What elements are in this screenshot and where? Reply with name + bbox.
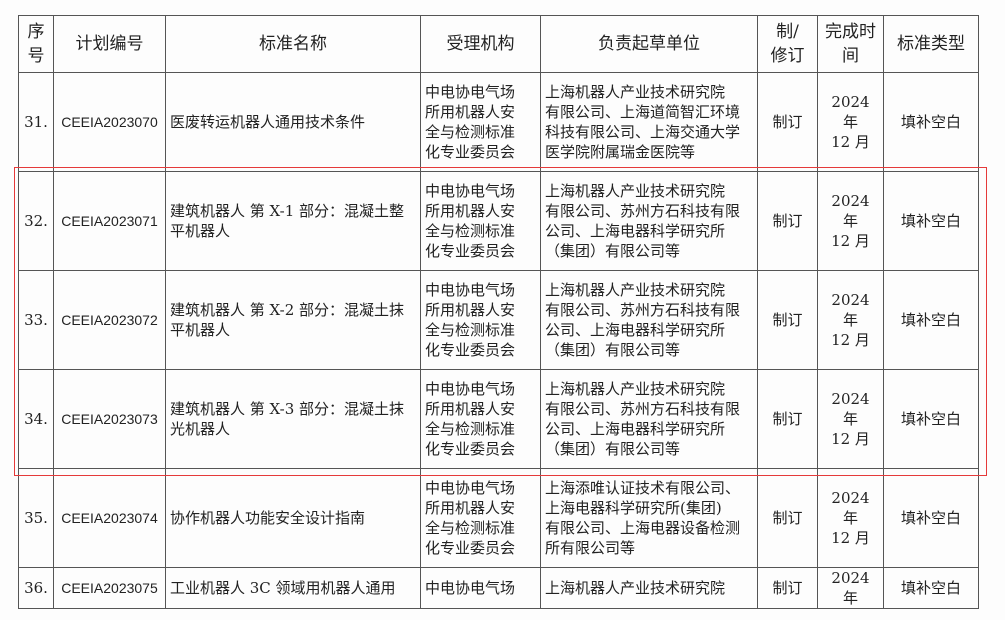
standard-category: 填补空白 bbox=[883, 171, 979, 271]
header-name: 标准名称 bbox=[165, 15, 421, 73]
plan-code: CEEIA2023070 bbox=[53, 72, 166, 172]
revision-type: 制订 bbox=[757, 468, 818, 568]
completion-time: 2024 年 12 月 bbox=[817, 270, 884, 370]
accepting-org: 中电协电气场 所用机器人安 全与检测标准 化专业委员会 bbox=[420, 369, 541, 469]
completion-time: 2024 年 12 月 bbox=[817, 369, 884, 469]
standard-name: 协作机器人功能安全设计指南 bbox=[165, 468, 421, 568]
header-code: 计划编号 bbox=[53, 15, 166, 73]
table-row: 31. CEEIA2023070 医废转运机器人通用技术条件 中电协电气场 所用机器人… bbox=[18, 72, 979, 172]
completion-time: 2024 年 12 月 bbox=[817, 171, 884, 271]
table-row: 36. CEEIA2023075 工业机器人 3C 领域用机器人通用 中电协电气场 上海… bbox=[18, 567, 979, 609]
plan-code: CEEIA2023071 bbox=[53, 171, 166, 271]
plan-code: CEEIA2023072 bbox=[53, 270, 166, 370]
drafting-units: 上海机器人产业技术研究院 有限公司、上海道简智汇环境 科技有限公司、上海交通大学… bbox=[540, 72, 758, 172]
accepting-org: 中电协电气场 bbox=[420, 567, 541, 609]
drafting-units: 上海机器人产业技术研究院 有限公司、苏州方石科技有限 公司、上海电器科学研究所 … bbox=[540, 171, 758, 271]
drafting-units: 上海机器人产业技术研究院 bbox=[540, 567, 758, 609]
drafting-units: 上海机器人产业技术研究院 有限公司、苏州方石科技有限 公司、上海电器科学研究所 … bbox=[540, 270, 758, 370]
table-row: 33. CEEIA2023072 建筑机器人 第 X-2 部分：混凝土抹 平机器人中… bbox=[18, 270, 979, 370]
row-number: 33. bbox=[18, 270, 54, 370]
standard-category: 填补空白 bbox=[883, 468, 979, 568]
standard-name: 医废转运机器人通用技术条件 bbox=[165, 72, 421, 172]
standard-name: 建筑机器人 第 X-3 部分：混凝土抹 光机器人 bbox=[165, 369, 421, 469]
table-row: 32. CEEIA2023071 建筑机器人 第 X-1 部分：混凝土整 平机器人中… bbox=[18, 171, 979, 271]
completion-time: 2024 年 bbox=[817, 567, 884, 609]
standard-category: 填补空白 bbox=[883, 567, 979, 609]
standards-table: 序 号 计划编号 标准名称 受理机构 负责起草单位 制/ 修订 完成时 间 标准… bbox=[18, 15, 979, 609]
drafting-units: 上海添唯认证技术有限公司、 上海电器科学研究所(集团) 有限公司、上海电器设备检… bbox=[540, 468, 758, 568]
plan-code: CEEIA2023074 bbox=[53, 468, 166, 568]
header-org: 受理机构 bbox=[420, 15, 541, 73]
drafting-units: 上海机器人产业技术研究院 有限公司、苏州方石科技有限 公司、上海电器科学研究所 … bbox=[540, 369, 758, 469]
accepting-org: 中电协电气场 所用机器人安 全与检测标准 化专业委员会 bbox=[420, 270, 541, 370]
standard-name: 工业机器人 3C 领域用机器人通用 bbox=[165, 567, 421, 609]
table-row: 34. CEEIA2023073 建筑机器人 第 X-3 部分：混凝土抹 光机器人中… bbox=[18, 369, 979, 469]
row-number: 36. bbox=[18, 567, 54, 609]
accepting-org: 中电协电气场 所用机器人安 全与检测标准 化专业委员会 bbox=[420, 468, 541, 568]
revision-type: 制订 bbox=[757, 567, 818, 609]
standard-name: 建筑机器人 第 X-2 部分：混凝土抹 平机器人 bbox=[165, 270, 421, 370]
header-type: 制/ 修订 bbox=[757, 15, 818, 73]
accepting-org: 中电协电气场 所用机器人安 全与检测标准 化专业委员会 bbox=[420, 72, 541, 172]
header-category: 标准类型 bbox=[883, 15, 979, 73]
revision-type: 制订 bbox=[757, 369, 818, 469]
revision-type: 制订 bbox=[757, 72, 818, 172]
plan-code: CEEIA2023073 bbox=[53, 369, 166, 469]
table-row: 35. CEEIA2023074 协作机器人功能安全设计指南 中电协电气场 所用机器人… bbox=[18, 468, 979, 568]
header-drafters: 负责起草单位 bbox=[540, 15, 758, 73]
standard-name: 建筑机器人 第 X-1 部分：混凝土整 平机器人 bbox=[165, 171, 421, 271]
row-number: 35. bbox=[18, 468, 54, 568]
row-number: 34. bbox=[18, 369, 54, 469]
header-time: 完成时 间 bbox=[817, 15, 884, 73]
completion-time: 2024 年 12 月 bbox=[817, 72, 884, 172]
standard-category: 填补空白 bbox=[883, 270, 979, 370]
header-no: 序 号 bbox=[18, 15, 54, 73]
accepting-org: 中电协电气场 所用机器人安 全与检测标准 化专业委员会 bbox=[420, 171, 541, 271]
standard-category: 填补空白 bbox=[883, 369, 979, 469]
row-number: 31. bbox=[18, 72, 54, 172]
completion-time: 2024 年 12 月 bbox=[817, 468, 884, 568]
revision-type: 制订 bbox=[757, 171, 818, 271]
standard-category: 填补空白 bbox=[883, 72, 979, 172]
revision-type: 制订 bbox=[757, 270, 818, 370]
row-number: 32. bbox=[18, 171, 54, 271]
header-row: 序 号 计划编号 标准名称 受理机构 负责起草单位 制/ 修订 完成时 间 标准… bbox=[18, 15, 979, 73]
plan-code: CEEIA2023075 bbox=[53, 567, 166, 609]
